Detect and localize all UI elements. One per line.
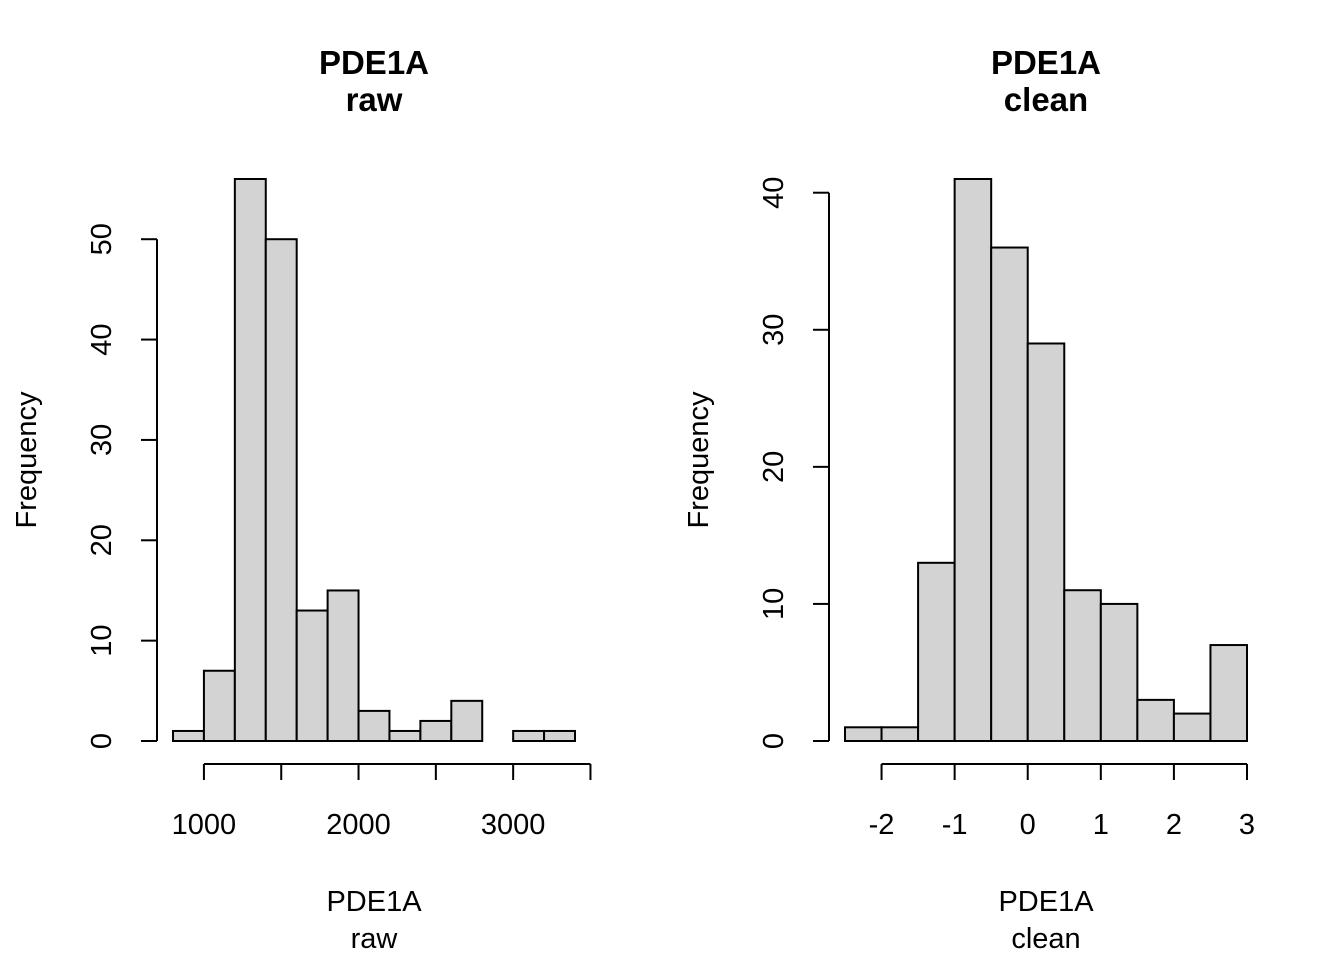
raw-y-tick-label: 30 — [86, 424, 118, 456]
clean-bar — [1063, 589, 1102, 742]
clean-x-tick-label: 0 — [1020, 809, 1036, 841]
clean-bar — [880, 726, 920, 742]
raw-bar — [202, 669, 236, 742]
raw-chart-title: PDE1A — [319, 44, 429, 81]
raw-bar — [419, 719, 453, 743]
clean-y-tick-label: 20 — [758, 451, 790, 483]
clean-x-tick-label: 2 — [1166, 809, 1182, 841]
clean-bar — [990, 246, 1029, 742]
clean-x-axis: -2 -1 0 1 2 3 — [869, 763, 1255, 841]
raw-bar — [326, 589, 360, 743]
raw-chart-subtitle: raw — [346, 81, 403, 118]
clean-bar — [844, 726, 883, 742]
raw-y-tick-label: 40 — [86, 323, 118, 355]
raw-x-tick-label: 1000 — [172, 809, 237, 841]
clean-bars — [844, 178, 1249, 743]
raw-histogram-panel: PDE1A raw Frequency PDE1A raw 0 10 20 30 40 5… — [11, 44, 592, 955]
raw-y-axis: 0 10 20 30 40 50 — [86, 223, 158, 749]
raw-bar — [543, 729, 576, 743]
raw-bar — [295, 609, 329, 742]
clean-y-axis-label: Frequency — [683, 391, 715, 529]
clean-chart-title: PDE1A — [991, 44, 1101, 81]
raw-bar — [450, 699, 484, 742]
raw-x-axis-sublabel: raw — [351, 923, 399, 955]
clean-y-tick-label: 0 — [758, 733, 790, 749]
clean-bar — [917, 561, 956, 742]
raw-bar — [233, 178, 267, 742]
clean-x-tick-label: -1 — [942, 809, 968, 841]
raw-x-tick-label: 3000 — [481, 809, 546, 841]
clean-bar — [1136, 698, 1175, 743]
clean-bar — [1026, 342, 1066, 742]
clean-x-axis-label: PDE1A — [998, 886, 1094, 918]
clean-x-axis-sublabel: clean — [1011, 923, 1080, 955]
clean-histogram-panel: PDE1A clean Frequency PDE1A clean 010203… — [683, 44, 1255, 955]
raw-y-tick-label: 20 — [86, 524, 118, 556]
clean-y-tick-label: 10 — [758, 588, 790, 620]
clean-chart-subtitle: clean — [1004, 81, 1088, 118]
clean-x-tick-label: -2 — [869, 809, 895, 841]
raw-y-tick-label: 0 — [86, 733, 118, 749]
clean-x-tick-label: 3 — [1239, 809, 1255, 841]
clean-bar — [1099, 602, 1139, 742]
raw-bar — [264, 238, 298, 742]
raw-bar — [357, 709, 391, 743]
raw-y-axis-label: Frequency — [11, 391, 43, 529]
raw-x-axis: 1000 2000 3000 — [172, 763, 592, 841]
raw-x-axis-label: PDE1A — [326, 886, 422, 918]
raw-y-tick-label: 50 — [86, 223, 118, 255]
raw-bar — [512, 729, 546, 743]
raw-bar — [172, 729, 205, 743]
raw-x-tick-label: 2000 — [326, 809, 391, 841]
raw-bar — [388, 729, 422, 743]
raw-bars — [172, 178, 576, 743]
raw-y-tick-label: 10 — [86, 625, 118, 657]
clean-y-tick-label: 30 — [758, 314, 790, 346]
clean-x-tick-label: 1 — [1093, 809, 1109, 841]
clean-y-axis: 0 10 20 30 40 — [758, 177, 830, 749]
clean-bar — [1209, 644, 1249, 742]
clean-y-tick-label: 40 — [758, 177, 790, 209]
clean-bar — [953, 178, 993, 742]
clean-bar — [1172, 712, 1212, 743]
